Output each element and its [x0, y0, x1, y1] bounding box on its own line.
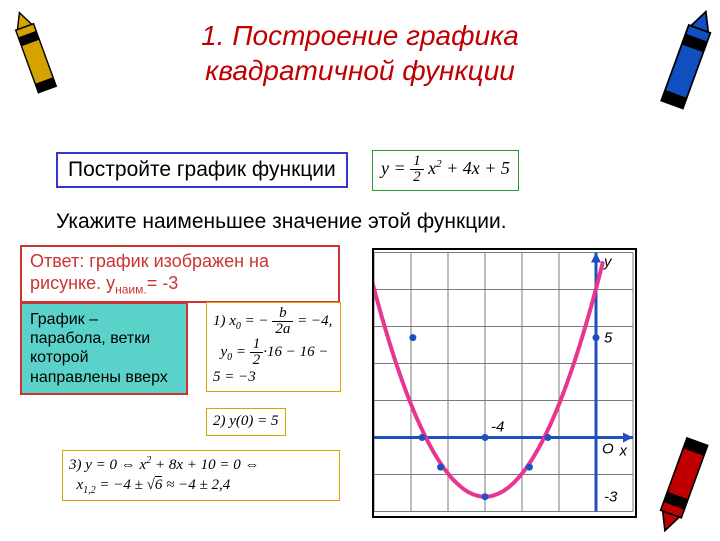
subtask-text: Укажите наименьшее значение этой функции… — [56, 210, 507, 234]
svg-text:-4: -4 — [491, 419, 504, 436]
answer-box: Ответ: график изображен на рисунке. yнаи… — [20, 245, 340, 303]
title-line1: 1. Построение графика — [201, 20, 519, 51]
answer-line1: Ответ: график изображен на — [30, 251, 269, 271]
parabola-note-box: График – парабола, ветки которой направл… — [20, 302, 188, 395]
title-line2: квадратичной функции — [205, 55, 515, 86]
task-text: Постройте график функции — [68, 158, 336, 181]
main-formula-box: y = 12 x2 + 4x + 5 — [372, 150, 519, 191]
svg-text:y: y — [603, 254, 613, 271]
svg-text:5: 5 — [604, 330, 613, 347]
formula-box-3: 3) y = 0 ⇔ x2 + 8x + 10 = 0 ⇔ x1,2 = −4 … — [62, 450, 340, 501]
crayon-bottom-right — [656, 426, 710, 536]
answer-line2b: = -3 — [147, 273, 179, 293]
svg-text:x: x — [619, 443, 628, 460]
formula-box-1: 1) x0 = − b2a = −4, y0 = 12·16 − 16 − 5 … — [206, 302, 341, 392]
svg-text:O: O — [602, 441, 614, 458]
slide-title: 1. Построение графика квадратичной функц… — [0, 18, 720, 88]
svg-text:-3: -3 — [604, 489, 618, 506]
formula-box-2: 2) y(0) = 5 — [206, 408, 286, 436]
answer-line2a: рисунке. y — [30, 273, 115, 293]
task-box: Постройте график функции — [56, 152, 348, 188]
chart-area: y xO 5 -3 -4 — [372, 248, 637, 518]
main-formula: y = 12 x2 + 4x + 5 — [381, 158, 510, 178]
answer-sub: наим. — [115, 282, 147, 296]
